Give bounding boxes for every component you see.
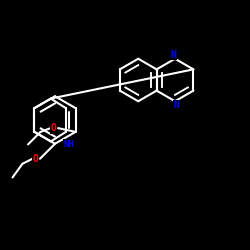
Text: N: N (173, 100, 179, 110)
Text: O: O (51, 123, 56, 133)
Text: NH: NH (63, 140, 74, 149)
Text: N: N (171, 50, 177, 60)
Text: O: O (32, 154, 38, 164)
